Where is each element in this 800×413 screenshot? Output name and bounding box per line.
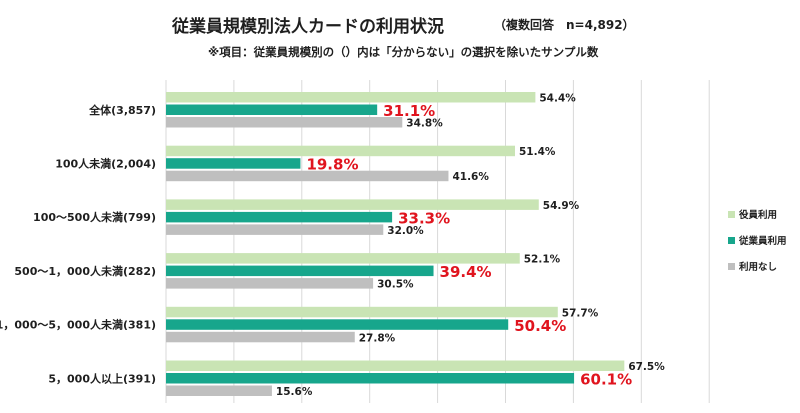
- data-label: 27.8%: [359, 332, 396, 344]
- bar-none: [166, 117, 403, 128]
- data-label: 41.6%: [452, 171, 489, 183]
- bar-executive: [166, 253, 520, 264]
- category-label: 1，000～5，000人未満(381): [0, 318, 156, 332]
- bar-executive: [166, 145, 516, 157]
- bar-none: [166, 224, 384, 235]
- data-label: 67.5%: [628, 361, 665, 373]
- legend-label: 利用なし: [739, 262, 778, 273]
- category-label: 5，000人以上(391): [48, 371, 156, 385]
- data-label: 57.7%: [562, 307, 599, 319]
- data-label: 52.1%: [524, 254, 561, 266]
- legend-label: 役員利用: [739, 210, 778, 221]
- data-label: 50.4%: [514, 317, 566, 335]
- bar-employee: [166, 373, 575, 384]
- chart-subtitle: ※項目：従業員規模別の（）内は「分からない」の選択を除いたサンプル数: [208, 45, 599, 59]
- bar-employee: [166, 319, 509, 330]
- category-label: 500～1，000人未満(282): [14, 264, 156, 278]
- bar-employee: [166, 104, 378, 115]
- data-label: 30.5%: [377, 279, 414, 291]
- data-label: 54.9%: [543, 200, 580, 212]
- legend-item: 役員利用: [728, 207, 800, 221]
- bar-none: [166, 385, 272, 396]
- category-label: 全体(3,857): [88, 103, 156, 117]
- legend-label: 従業員利用: [739, 236, 787, 247]
- bar-employee: [166, 158, 301, 169]
- legend-item: 従業員利用: [728, 233, 800, 247]
- data-label: 51.4%: [519, 146, 556, 158]
- sample-note: （複数回答 n=4,892）: [494, 18, 635, 32]
- data-label: 32.0%: [387, 225, 424, 237]
- chart-title: 従業員規模別法人カードの利用状況: [172, 17, 444, 37]
- header: 従業員規模別法人カードの利用状況 （複数回答 n=4,892）: [0, 12, 800, 38]
- category-label: 100人未満(2,004): [55, 156, 156, 170]
- bar-none: [166, 278, 374, 289]
- bar-executive: [166, 360, 625, 371]
- legend: 役員利用従業員利用利用なし: [728, 207, 800, 285]
- data-label: 60.1%: [580, 371, 632, 389]
- bar-executive: [166, 306, 558, 318]
- legend-swatch: [728, 236, 735, 244]
- data-label: 31.1%: [383, 102, 435, 120]
- legend-swatch: [728, 210, 735, 218]
- bar-executive: [166, 199, 539, 210]
- bar-employee: [166, 211, 393, 223]
- legend-swatch: [728, 262, 735, 270]
- data-label: 15.6%: [276, 386, 313, 398]
- bar-employee: [166, 265, 434, 277]
- data-label: 39.4%: [440, 263, 492, 281]
- legend-item: 利用なし: [728, 259, 800, 273]
- category-label: 100～500人未満(799): [33, 210, 156, 224]
- data-label: 19.8%: [306, 156, 358, 174]
- data-label: 33.3%: [398, 209, 450, 227]
- bar-none: [166, 331, 355, 343]
- bar-executive: [166, 92, 536, 103]
- data-label: 34.8%: [406, 118, 443, 130]
- data-label: 54.4%: [539, 93, 576, 105]
- bar-none: [166, 170, 449, 182]
